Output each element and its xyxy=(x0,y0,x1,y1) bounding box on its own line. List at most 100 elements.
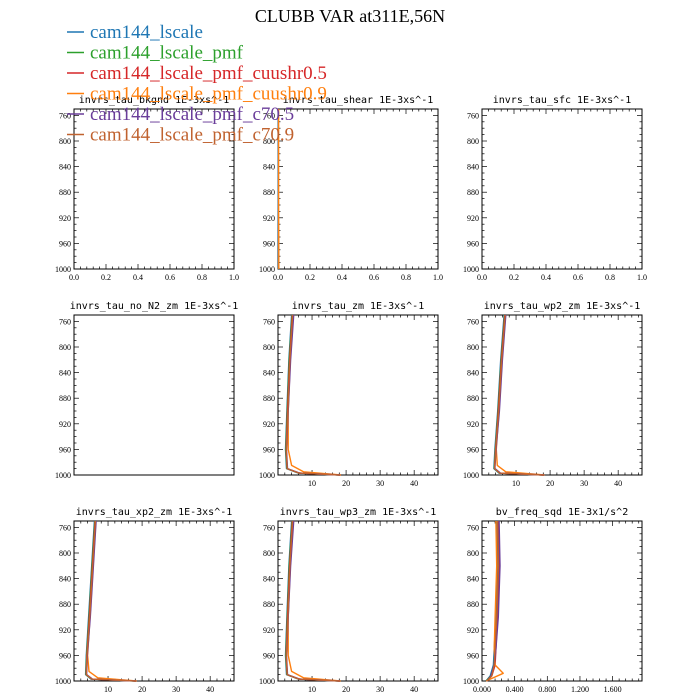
plot-frame xyxy=(277,314,439,476)
x-tick-label: 1.0 xyxy=(229,273,239,282)
x-tick-label: 1.0 xyxy=(433,273,443,282)
panel-title: invrs_tau_sfc 1E-3xs^-1 xyxy=(493,95,631,106)
x-tick-label: 10 xyxy=(104,685,112,694)
panel-2: invrs_tau_shear 1E-3xs^-1 760 800 840 880 920… xyxy=(259,95,443,282)
x-tick-label: 0.8 xyxy=(401,273,411,282)
y-tick-label: 880 xyxy=(263,600,275,609)
plot-frame xyxy=(481,520,643,682)
x-tick-label: 0.4 xyxy=(133,273,143,282)
y-tick-label: 960 xyxy=(59,651,71,660)
y-tick-label: 800 xyxy=(59,549,71,558)
panel-title: invrs_tau_shear 1E-3xs^-1 xyxy=(283,95,434,106)
y-tick-label: 840 xyxy=(467,369,479,378)
y-tick-label: 920 xyxy=(59,214,71,223)
y-tick-label: 800 xyxy=(467,549,479,558)
plot-frame xyxy=(73,108,235,270)
panel-4: invrs_tau_no_N2_zm 1E-3xs^-1 760 800 840 880… xyxy=(55,301,238,480)
y-tick-label: 1000 xyxy=(463,471,479,480)
y-tick-label: 960 xyxy=(263,651,275,660)
y-tick-label: 760 xyxy=(59,523,71,532)
series-line-cam144_lscale_pmf_c70-9 xyxy=(493,314,545,476)
panel-9: bv_freq_sqd 1E-3x1/s^2 760 800 840 880 920 960… xyxy=(463,507,643,694)
y-tick-label: 880 xyxy=(467,600,479,609)
x-tick-label: 0.800 xyxy=(538,685,556,694)
x-tick-label: 0.6 xyxy=(573,273,583,282)
y-tick-label: 800 xyxy=(467,137,479,146)
x-tick-label: 0.0 xyxy=(273,273,283,282)
y-tick-label: 760 xyxy=(59,111,71,120)
x-tick-label: 0.2 xyxy=(305,273,315,282)
y-tick-label: 920 xyxy=(263,214,275,223)
x-tick-label: 0.000 xyxy=(473,685,491,694)
y-tick-label: 800 xyxy=(59,137,71,146)
x-tick-label: 0.2 xyxy=(509,273,519,282)
x-tick-label: 0.0 xyxy=(477,273,487,282)
panel-8: invrs_tau_wp3_zm 1E-3xs^-1 760 800 840 880 92… xyxy=(259,507,439,694)
series-line-cam144_lscale_pmf_cuushr0-9 xyxy=(485,520,504,682)
panel-6: invrs_tau_wp2_zm 1E-3xs^-1 760 800 840 880 92… xyxy=(463,301,643,488)
y-tick-label: 840 xyxy=(59,369,71,378)
panel-title: invrs_tau_zm 1E-3xs^-1 xyxy=(292,301,424,312)
x-tick-label: 20 xyxy=(138,685,146,694)
legend-label: cam144_lscale xyxy=(90,22,203,43)
panel-7: invrs_tau_xp2_zm 1E-3xs^-1 760 800 840 880 92… xyxy=(55,507,235,694)
series-line-cam144_lscale_pmf_c70-9 xyxy=(486,520,499,682)
x-tick-label: 1.0 xyxy=(637,273,647,282)
y-tick-label: 880 xyxy=(467,394,479,403)
y-tick-label: 960 xyxy=(59,239,71,248)
y-tick-label: 760 xyxy=(467,111,479,120)
y-tick-label: 920 xyxy=(467,420,479,429)
y-tick-label: 920 xyxy=(467,626,479,635)
x-tick-label: 20 xyxy=(342,479,350,488)
x-tick-label: 30 xyxy=(376,479,384,488)
x-tick-label: 0.4 xyxy=(541,273,551,282)
y-tick-label: 960 xyxy=(263,239,275,248)
y-tick-label: 760 xyxy=(263,111,275,120)
x-tick-label: 0.6 xyxy=(165,273,175,282)
legend-label: cam144_lscale_pmf_cuushr0.5 xyxy=(90,63,327,84)
y-tick-label: 880 xyxy=(59,600,71,609)
panel-title: invrs_tau_no_N2_zm 1E-3xs^-1 xyxy=(70,301,239,312)
panel-title: invrs_tau_xp2_zm 1E-3xs^-1 xyxy=(76,507,233,518)
panel-5: invrs_tau_zm 1E-3xs^-1 760 800 840 880 920 960… xyxy=(259,301,439,488)
legend-label: cam144_lscale_pmf_c70.9 xyxy=(90,125,294,146)
x-tick-label: 30 xyxy=(376,685,384,694)
y-tick-label: 760 xyxy=(59,317,71,326)
plot-frame xyxy=(481,108,643,270)
series-line-cam144_lscale_pmf_c70-9 xyxy=(285,520,341,682)
y-tick-label: 1000 xyxy=(463,677,479,686)
y-tick-label: 960 xyxy=(467,445,479,454)
legend-label: cam144_lscale_pmf xyxy=(90,43,244,64)
x-tick-label: 40 xyxy=(410,685,418,694)
y-tick-label: 880 xyxy=(467,188,479,197)
plot-frame xyxy=(73,314,235,476)
y-tick-label: 1000 xyxy=(55,677,71,686)
x-tick-label: 20 xyxy=(342,685,350,694)
y-tick-label: 1000 xyxy=(55,471,71,480)
panel-title: bv_freq_sqd 1E-3x1/s^2 xyxy=(496,507,628,518)
y-tick-label: 880 xyxy=(263,394,275,403)
y-tick-label: 880 xyxy=(263,188,275,197)
y-tick-label: 1000 xyxy=(55,265,71,274)
y-tick-label: 760 xyxy=(263,523,275,532)
y-tick-label: 800 xyxy=(59,343,71,352)
y-tick-label: 800 xyxy=(263,343,275,352)
y-tick-label: 920 xyxy=(263,626,275,635)
y-tick-label: 840 xyxy=(263,163,275,172)
series-line-cam144_lscale_pmf_c70-9 xyxy=(85,520,137,682)
y-tick-label: 1000 xyxy=(259,265,275,274)
y-tick-label: 760 xyxy=(467,317,479,326)
y-tick-label: 960 xyxy=(467,651,479,660)
x-tick-label: 0.400 xyxy=(506,685,524,694)
x-tick-label: 10 xyxy=(308,685,316,694)
panel-title: invrs_tau_wp3_zm 1E-3xs^-1 xyxy=(280,507,437,518)
y-tick-label: 880 xyxy=(59,394,71,403)
x-tick-label: 0.2 xyxy=(101,273,111,282)
y-tick-label: 960 xyxy=(467,239,479,248)
panel-3: invrs_tau_sfc 1E-3xs^-1 760 800 840 880 920 96… xyxy=(463,95,647,282)
x-tick-label: 0.6 xyxy=(369,273,379,282)
x-tick-label: 0.8 xyxy=(605,273,615,282)
y-tick-label: 960 xyxy=(263,445,275,454)
y-tick-label: 760 xyxy=(467,523,479,532)
